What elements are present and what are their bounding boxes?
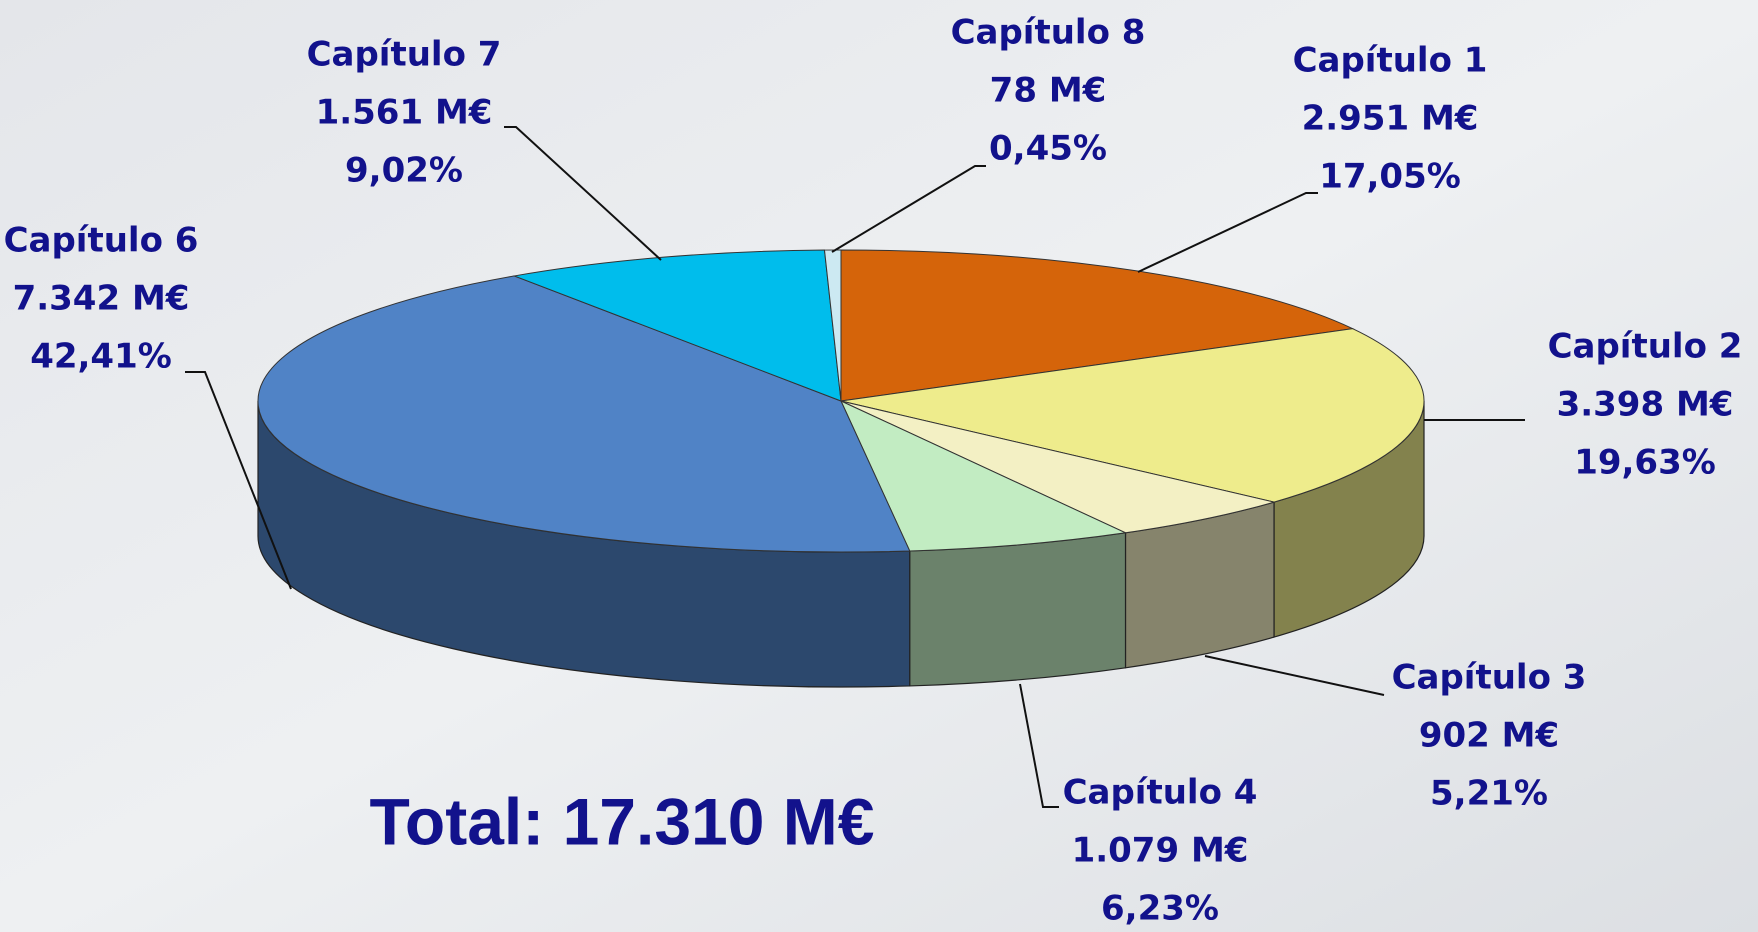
slice-name: Capítulo 3 <box>1392 658 1587 698</box>
percent-label: 5,21% <box>1430 774 1548 814</box>
slice-side <box>909 532 1127 687</box>
slice <box>840 400 1277 534</box>
slice-name: Capítulo 2 <box>1548 327 1743 367</box>
leader-line <box>504 126 662 261</box>
leader-line <box>1137 192 1318 273</box>
leader-line <box>831 165 986 253</box>
side-walls <box>257 400 1425 688</box>
total-label: Total: 17.310 M€ <box>370 784 875 858</box>
leader-line <box>1204 655 1385 696</box>
value-label: 3.398 M€ <box>1557 385 1734 425</box>
value-label: 902 M€ <box>1419 716 1559 756</box>
percent-label: 19,63% <box>1574 443 1716 483</box>
value-label: 78 M€ <box>990 71 1107 111</box>
leader-line <box>185 371 292 590</box>
slice-tops <box>257 249 1425 553</box>
slice-name: Capítulo 4 <box>1063 773 1258 813</box>
value-label: 7.342 M€ <box>13 279 190 319</box>
slice <box>823 249 842 402</box>
value-label: 1.079 M€ <box>1072 831 1249 871</box>
leader-lines <box>185 126 1525 808</box>
slice <box>840 328 1425 503</box>
percent-label: 9,02% <box>345 151 463 191</box>
percent-label: 0,45% <box>989 129 1107 169</box>
slice-name: Capítulo 6 <box>4 221 199 261</box>
slice-name: Capítulo 1 <box>1293 41 1488 81</box>
percent-label: 17,05% <box>1319 157 1461 197</box>
slice <box>257 275 911 553</box>
slice-name: Capítulo 7 <box>307 35 502 75</box>
slice-name: Capítulo 8 <box>951 13 1146 53</box>
value-label: 1.561 M€ <box>316 93 493 133</box>
value-label: 2.951 M€ <box>1302 99 1479 139</box>
data-labels: Capítulo 1 2.951 M€ 17,05% Capítulo 2 3.398 … <box>4 13 1743 929</box>
slice <box>839 399 1128 552</box>
percent-label: 6,23% <box>1101 889 1219 929</box>
slice <box>512 249 842 402</box>
percent-label: 42,41% <box>30 337 172 377</box>
leader-line <box>1019 683 1059 808</box>
